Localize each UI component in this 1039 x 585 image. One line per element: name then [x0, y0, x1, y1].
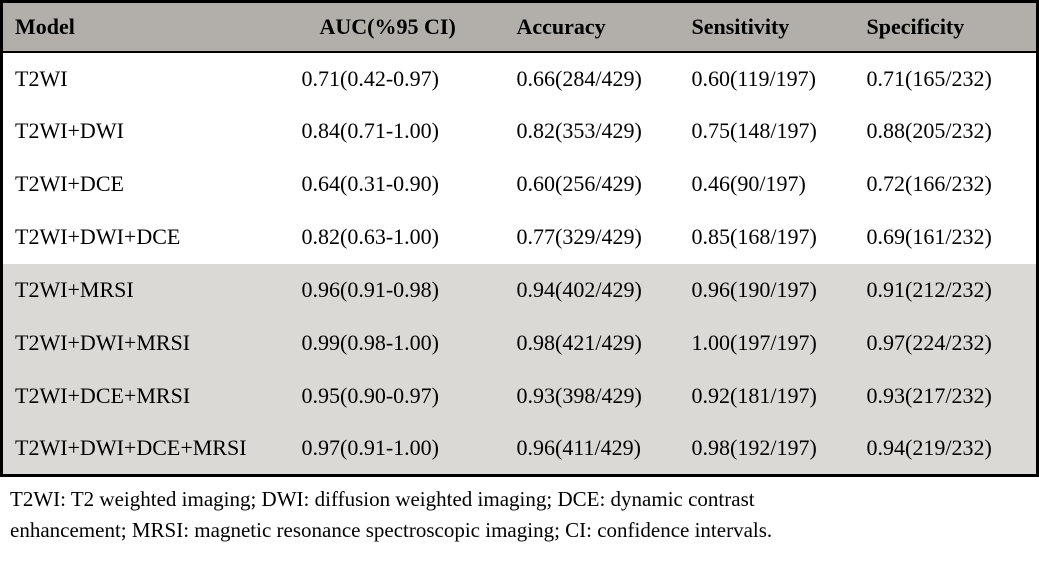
cell-specificity: 0.97(224/232)	[854, 316, 1038, 370]
footnote-line-2: enhancement; MRSI: magnetic resonance sp…	[10, 518, 773, 542]
cell-accuracy: 0.66(284/429)	[504, 51, 680, 105]
table-header: Model AUC(%95 CI) Accuracy Sensitivity S…	[1, 1, 1038, 53]
table-row: T2WI+DCE+MRSI 0.95(0.90-0.97) 0.93(398/429…	[1, 369, 1038, 423]
cell-model: T2WI+DWI	[1, 104, 290, 158]
cell-accuracy: 0.82(353/429)	[504, 104, 680, 158]
table-footnote: T2WI: T2 weighted imaging; DWI: diffusio…	[10, 484, 1039, 546]
cell-sensitivity: 0.98(192/197)	[679, 422, 855, 476]
cell-model: T2WI+DCE+MRSI	[1, 369, 290, 423]
cell-accuracy: 0.98(421/429)	[504, 316, 680, 370]
table-row: T2WI+DWI+MRSI 0.99(0.98-1.00) 0.98(421/429…	[1, 316, 1038, 370]
column-header-accuracy: Accuracy	[504, 1, 680, 53]
cell-model: T2WI+DWI+MRSI	[1, 316, 290, 370]
cell-accuracy: 0.96(411/429)	[504, 422, 680, 476]
table-body: T2WI 0.71(0.42-0.97) 0.66(284/429) 0.60(119…	[1, 51, 1038, 476]
cell-auc: 0.96(0.91-0.98)	[289, 263, 505, 317]
cell-auc: 0.82(0.63-1.00)	[289, 210, 505, 264]
cell-sensitivity: 0.92(181/197)	[679, 369, 855, 423]
cell-sensitivity: 0.60(119/197)	[679, 51, 855, 105]
cell-sensitivity: 0.75(148/197)	[679, 104, 855, 158]
table-row: T2WI+DWI+DCE 0.82(0.63-1.00) 0.77(329/429)…	[1, 210, 1038, 264]
cell-accuracy: 0.93(398/429)	[504, 369, 680, 423]
table-row: T2WI+DWI+DCE+MRSI 0.97(0.91-1.00) 0.96(411…	[1, 422, 1038, 476]
cell-specificity: 0.88(205/232)	[854, 104, 1038, 158]
column-header-auc: AUC(%95 CI)	[289, 1, 505, 53]
cell-sensitivity: 0.46(90/197)	[679, 157, 855, 211]
cell-specificity: 0.72(166/232)	[854, 157, 1038, 211]
table-row: T2WI+MRSI 0.96(0.91-0.98) 0.94(402/429) 0.9…	[1, 263, 1038, 317]
cell-accuracy: 0.94(402/429)	[504, 263, 680, 317]
column-header-model: Model	[1, 1, 290, 53]
cell-accuracy: 0.77(329/429)	[504, 210, 680, 264]
cell-specificity: 0.69(161/232)	[854, 210, 1038, 264]
cell-auc: 0.95(0.90-0.97)	[289, 369, 505, 423]
cell-model: T2WI+DWI+DCE	[1, 210, 290, 264]
cell-accuracy: 0.60(256/429)	[504, 157, 680, 211]
cell-model: T2WI+DCE	[1, 157, 290, 211]
cell-auc: 0.71(0.42-0.97)	[289, 51, 505, 105]
footnote-line-1: T2WI: T2 weighted imaging; DWI: diffusio…	[10, 487, 755, 511]
cell-model: T2WI+DWI+DCE+MRSI	[1, 422, 290, 476]
table-row: T2WI+DWI 0.84(0.71-1.00) 0.82(353/429) 0.75…	[1, 104, 1038, 158]
cell-auc: 0.84(0.71-1.00)	[289, 104, 505, 158]
cell-specificity: 0.71(165/232)	[854, 51, 1038, 105]
cell-auc: 0.97(0.91-1.00)	[289, 422, 505, 476]
cell-specificity: 0.94(219/232)	[854, 422, 1038, 476]
cell-auc: 0.64(0.31-0.90)	[289, 157, 505, 211]
cell-specificity: 0.93(217/232)	[854, 369, 1038, 423]
cell-auc: 0.99(0.98-1.00)	[289, 316, 505, 370]
column-header-sensitivity: Sensitivity	[679, 1, 855, 53]
cell-sensitivity: 1.00(197/197)	[679, 316, 855, 370]
header-row: Model AUC(%95 CI) Accuracy Sensitivity S…	[1, 1, 1038, 53]
cell-sensitivity: 0.96(190/197)	[679, 263, 855, 317]
cell-model: T2WI	[1, 51, 290, 105]
model-performance-table: Model AUC(%95 CI) Accuracy Sensitivity S…	[0, 0, 1039, 477]
table-row: T2WI 0.71(0.42-0.97) 0.66(284/429) 0.60(119…	[1, 51, 1038, 105]
column-header-specificity: Specificity	[854, 1, 1038, 53]
table-row: T2WI+DCE 0.64(0.31-0.90) 0.60(256/429) 0.46…	[1, 157, 1038, 211]
cell-model: T2WI+MRSI	[1, 263, 290, 317]
cell-specificity: 0.91(212/232)	[854, 263, 1038, 317]
cell-sensitivity: 0.85(168/197)	[679, 210, 855, 264]
